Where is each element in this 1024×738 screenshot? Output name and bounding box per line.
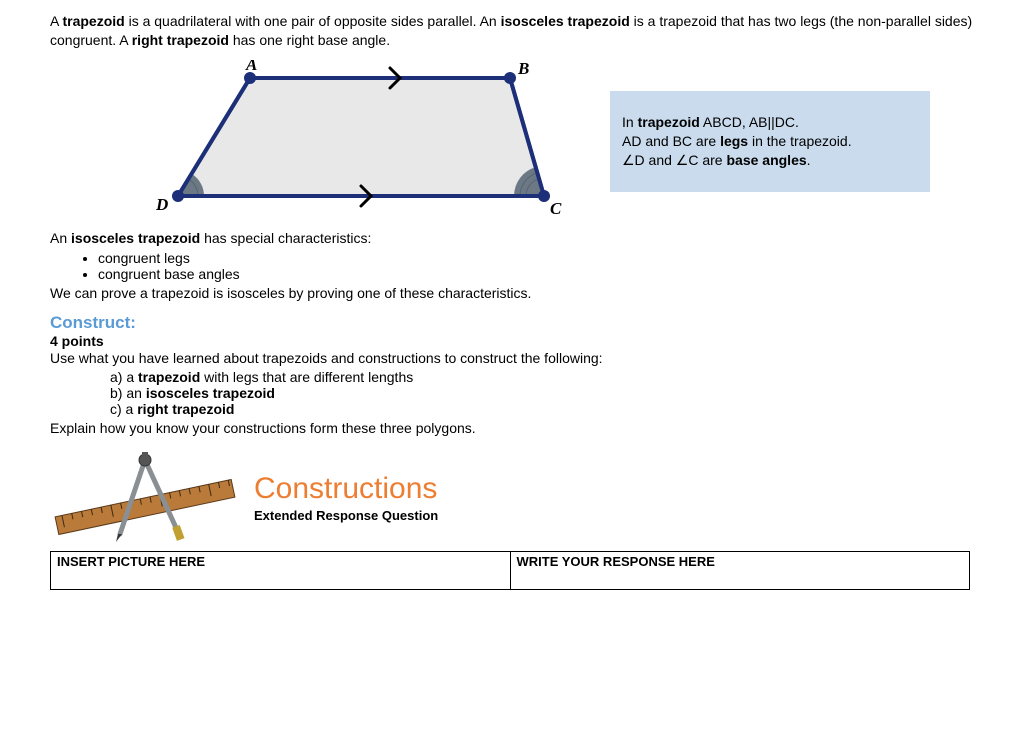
construct-outro: Explain how you know your constructions … [50,419,974,438]
text: AD and BC are [622,133,720,149]
insert-picture-body[interactable] [51,571,511,590]
list-item: congruent base angles [98,266,974,282]
callout-box: In trapezoid ABCD, AB||DC. AD and BC are… [610,91,930,192]
text: A [50,13,62,29]
text: . [807,152,811,168]
text: has one right base angle. [229,32,390,48]
insert-picture-cell[interactable]: INSERT PICTURE HERE [51,552,511,572]
compass-ruler-icon [50,452,240,545]
text-bold: base angles [726,152,806,168]
write-response-body[interactable] [510,571,970,590]
construct-item-c: c) a right trapezoid [110,401,974,417]
text-bold: trapezoid [138,369,200,385]
text: ABCD, AB||DC. [700,114,799,130]
intro-paragraph: A trapezoid is a quadrilateral with one … [50,12,974,50]
points-label: 4 points [50,333,974,349]
text-bold: right trapezoid [137,401,234,417]
response-table: INSERT PICTURE HERE WRITE YOUR RESPONSE … [50,551,970,590]
constructions-title: Constructions [254,474,438,504]
characteristics-list: congruent legs congruent base angles [50,250,974,282]
iso-characteristics-outro: We can prove a trapezoid is isosceles by… [50,284,974,303]
text-bold: legs [720,133,748,149]
text: with legs that are different lengths [200,369,413,385]
text: has special characteristics: [200,230,371,246]
text: b) an [110,385,146,401]
text: In [622,114,638,130]
callout-line-1: In trapezoid ABCD, AB||DC. [622,113,914,132]
svg-text:D: D [155,195,168,214]
construct-list: a) a trapezoid with legs that are differ… [50,369,974,417]
text-bold: 4 points [50,333,104,349]
text-bold: isosceles trapezoid [71,230,200,246]
text: is a quadrilateral with one pair of oppo… [125,13,501,29]
construct-intro: Use what you have learned about trapezoi… [50,349,974,368]
list-item: congruent legs [98,250,974,266]
constructions-logo-row: Constructions Extended Response Question [50,452,974,545]
text-bold: trapezoid [638,114,700,130]
text: An [50,230,71,246]
logo-text-block: Constructions Extended Response Question [254,474,438,523]
trapezoid-svg: A B C D [140,60,580,220]
text: a) a [110,369,138,385]
term-isosceles-trapezoid: isosceles trapezoid [501,13,630,29]
text: ∠D and ∠C are [622,152,726,168]
svg-text:A: A [245,60,257,74]
term-right-trapezoid: right trapezoid [132,32,229,48]
text-bold: isosceles trapezoid [146,385,275,401]
construct-item-b: b) an isosceles trapezoid [110,385,974,401]
construct-header: Construct: [50,313,974,333]
svg-text:C: C [550,199,562,218]
document-page: A trapezoid is a quadrilateral with one … [0,0,1024,590]
callout-line-3: ∠D and ∠C are base angles. [622,151,914,170]
constructions-subtitle: Extended Response Question [254,508,438,523]
iso-characteristics-intro: An isosceles trapezoid has special chara… [50,229,974,248]
text: in the trapezoid. [748,133,852,149]
term-trapezoid: trapezoid [62,13,124,29]
construct-item-a: a) a trapezoid with legs that are differ… [110,369,974,385]
callout-line-2: AD and BC are legs in the trapezoid. [622,132,914,151]
figure-row: A B C D In trapezoid ABCD, AB||DC. AD and B… [50,60,974,223]
text: c) a [110,401,137,417]
trapezoid-figure: A B C D [140,60,580,223]
write-response-cell[interactable]: WRITE YOUR RESPONSE HERE [510,552,970,572]
svg-text:B: B [517,60,529,78]
